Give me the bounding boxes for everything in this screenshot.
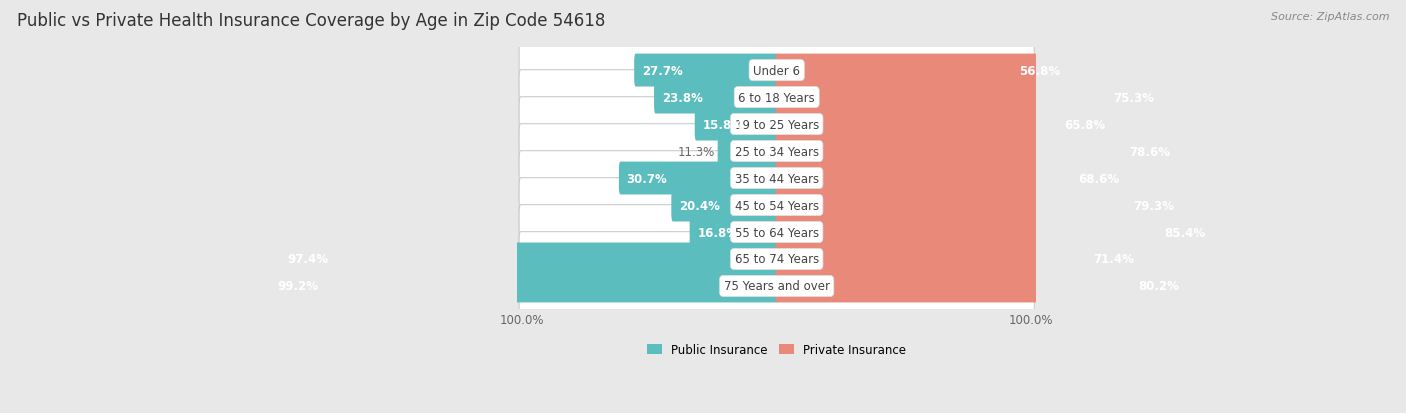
FancyBboxPatch shape — [270, 270, 779, 303]
Text: 11.3%: 11.3% — [678, 145, 716, 158]
Text: 6 to 18 Years: 6 to 18 Years — [738, 91, 815, 104]
FancyBboxPatch shape — [775, 135, 1178, 168]
FancyBboxPatch shape — [775, 270, 1187, 303]
FancyBboxPatch shape — [671, 189, 779, 222]
Text: 85.4%: 85.4% — [1164, 226, 1205, 239]
FancyBboxPatch shape — [519, 124, 1035, 179]
Text: Public vs Private Health Insurance Coverage by Age in Zip Code 54618: Public vs Private Health Insurance Cover… — [17, 12, 605, 30]
Text: 80.2%: 80.2% — [1137, 280, 1178, 293]
FancyBboxPatch shape — [519, 151, 1035, 206]
FancyBboxPatch shape — [280, 243, 779, 276]
Text: 78.6%: 78.6% — [1129, 145, 1171, 158]
FancyBboxPatch shape — [654, 81, 779, 114]
FancyBboxPatch shape — [690, 216, 779, 249]
FancyBboxPatch shape — [519, 71, 1035, 125]
Text: 97.4%: 97.4% — [287, 253, 328, 266]
FancyBboxPatch shape — [775, 216, 1213, 249]
Text: 55 to 64 Years: 55 to 64 Years — [735, 226, 818, 239]
FancyBboxPatch shape — [519, 232, 1035, 287]
Text: 56.8%: 56.8% — [1018, 64, 1060, 77]
FancyBboxPatch shape — [519, 178, 1035, 233]
FancyBboxPatch shape — [717, 135, 779, 168]
FancyBboxPatch shape — [519, 259, 1035, 313]
Text: 79.3%: 79.3% — [1133, 199, 1174, 212]
Text: 30.7%: 30.7% — [627, 172, 668, 185]
FancyBboxPatch shape — [775, 162, 1128, 195]
Text: 16.8%: 16.8% — [697, 226, 738, 239]
FancyBboxPatch shape — [775, 108, 1114, 141]
FancyBboxPatch shape — [775, 243, 1142, 276]
Text: 35 to 44 Years: 35 to 44 Years — [735, 172, 818, 185]
Text: 65 to 74 Years: 65 to 74 Years — [734, 253, 818, 266]
FancyBboxPatch shape — [695, 108, 779, 141]
FancyBboxPatch shape — [519, 44, 1035, 98]
FancyBboxPatch shape — [519, 97, 1035, 152]
Text: Under 6: Under 6 — [754, 64, 800, 77]
FancyBboxPatch shape — [519, 205, 1035, 260]
Text: 25 to 34 Years: 25 to 34 Years — [735, 145, 818, 158]
FancyBboxPatch shape — [775, 189, 1182, 222]
Text: 71.4%: 71.4% — [1094, 253, 1135, 266]
Text: 99.2%: 99.2% — [278, 280, 319, 293]
Text: 19 to 25 Years: 19 to 25 Years — [734, 118, 818, 131]
Text: 65.8%: 65.8% — [1064, 118, 1105, 131]
Text: 45 to 54 Years: 45 to 54 Years — [735, 199, 818, 212]
FancyBboxPatch shape — [775, 55, 1067, 87]
Legend: Public Insurance, Private Insurance: Public Insurance, Private Insurance — [643, 338, 911, 361]
FancyBboxPatch shape — [775, 81, 1161, 114]
Text: 68.6%: 68.6% — [1078, 172, 1119, 185]
FancyBboxPatch shape — [634, 55, 779, 87]
Text: Source: ZipAtlas.com: Source: ZipAtlas.com — [1271, 12, 1389, 22]
Text: 23.8%: 23.8% — [662, 91, 703, 104]
Text: 75.3%: 75.3% — [1114, 91, 1154, 104]
Text: 15.8%: 15.8% — [703, 118, 744, 131]
Text: 20.4%: 20.4% — [679, 199, 720, 212]
FancyBboxPatch shape — [619, 162, 779, 195]
Text: 75 Years and over: 75 Years and over — [724, 280, 830, 293]
Text: 27.7%: 27.7% — [641, 64, 682, 77]
